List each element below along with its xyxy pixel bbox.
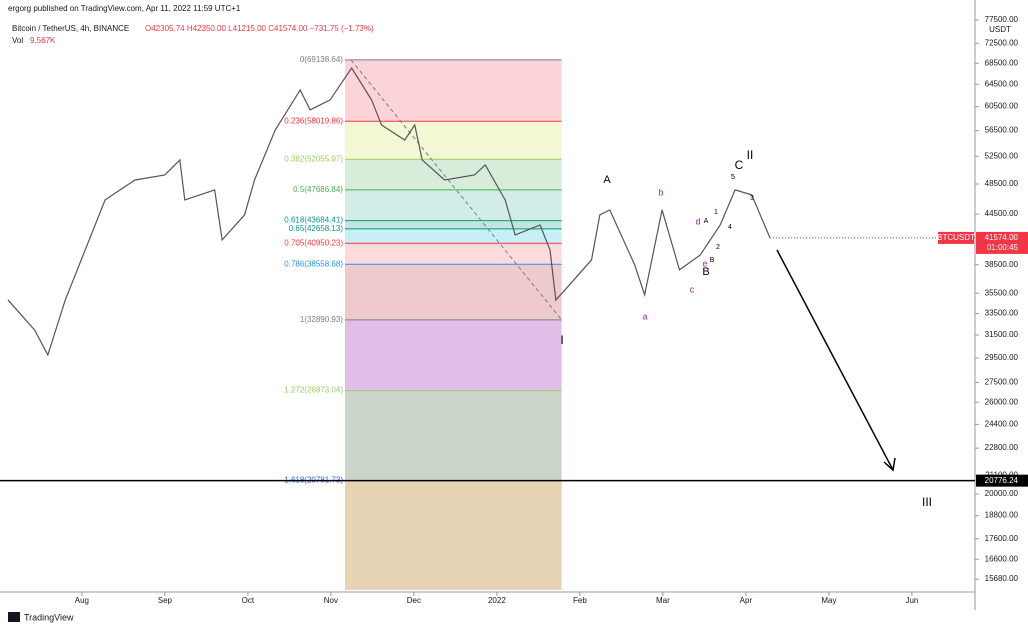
y-tick-label: 27500.00 [985, 378, 1019, 387]
y-tick-label: 72500.00 [985, 38, 1019, 47]
y-tick-label: 26000.00 [985, 397, 1019, 406]
price-line [7, 66, 771, 357]
y-tick-label: 52500.00 [985, 151, 1019, 160]
fib-label: 0.618(43684.41) [284, 216, 343, 225]
fib-zone [344, 159, 562, 190]
y-tick-label: 56500.00 [985, 126, 1019, 135]
y-tick-label: 20000.00 [985, 489, 1019, 498]
brand: TradingView [24, 612, 74, 622]
wave-label: II [747, 148, 754, 162]
wave-label: B [710, 257, 715, 264]
x-tick-label: Dec [407, 596, 421, 605]
wave-label: B [702, 266, 709, 278]
y-tick-label: 33500.00 [985, 309, 1019, 318]
fib-zone [344, 59, 562, 122]
y-tick-label: 77500.00 [985, 15, 1019, 24]
wave-label: A [704, 218, 709, 225]
fib-label: 0.705(40950.23) [284, 238, 343, 247]
x-tick-label: Jun [905, 596, 918, 605]
countdown: 01:00:45 [987, 243, 1019, 252]
last-price-label: 41574.00 [985, 233, 1019, 242]
fib-zone [344, 264, 562, 320]
y-tick-label: 18800.00 [985, 511, 1019, 520]
fib-zone [344, 319, 562, 391]
x-tick-label: Aug [75, 596, 89, 605]
wave-label: b [658, 187, 663, 197]
fib-zone [344, 480, 562, 590]
x-tick-label: Feb [573, 596, 587, 605]
y-tick-label: 60500.00 [985, 102, 1019, 111]
y-tick-label: 22800.00 [985, 443, 1019, 452]
fib-label: 1(32890.93) [300, 315, 343, 324]
wave-label: 4 [728, 224, 732, 231]
fib-retracement: 0(69138.64) 0.236(58019.86) 0.382(52055.97… [284, 55, 562, 590]
ohlc: O42305.74 H42350.00 L41215.00 C41574.00 … [145, 24, 374, 33]
projection-arrow [776, 249, 894, 471]
hline-badge [976, 474, 1028, 487]
fib-zone [344, 390, 562, 481]
x-tick-label: Nov [324, 596, 338, 605]
wave-label: 3 [750, 195, 754, 202]
fib-zone [344, 243, 562, 265]
wave-label: C [735, 158, 744, 172]
wave-label: I [560, 333, 563, 347]
x-tick-label: Apr [740, 596, 753, 605]
wave-label: a [642, 311, 647, 321]
currency: USDT [989, 25, 1011, 34]
wave-label: 5 [731, 174, 735, 181]
fib-label: 1.272(26873.04) [284, 386, 343, 395]
fib-label: 0(69138.64) [300, 55, 343, 64]
fib-zone [344, 228, 562, 244]
symbol-badge [938, 231, 974, 244]
fib-zone [344, 220, 562, 229]
y-tick-label: 38500.00 [985, 260, 1019, 269]
wave-label: d [695, 216, 700, 226]
published: ergorg published on TradingView.com, Apr… [8, 4, 241, 13]
last-price-badge [976, 231, 1028, 254]
fib-label: 0.65(42658.13) [289, 224, 344, 233]
volume-label: Vol [12, 36, 23, 45]
x-tick-label: 2022 [488, 596, 506, 605]
x-tick-label: Sep [158, 596, 173, 605]
arrow-head [883, 457, 896, 472]
wave-label: A [603, 174, 611, 186]
y-tick-label: 29500.00 [985, 353, 1019, 362]
symbol-label: BTCUSDT [937, 233, 975, 242]
y-tick-label: 17600.00 [985, 534, 1019, 543]
y-tick-label: 44500.00 [985, 209, 1019, 218]
y-tick-label: 16600.00 [985, 554, 1019, 563]
fib-label: 0.786(38558.68) [284, 259, 343, 268]
wave-label: III [922, 495, 932, 509]
fib-label: 0.5(47686.84) [293, 185, 343, 194]
wave-label: e [702, 258, 707, 268]
fib-zone [344, 121, 562, 160]
symbol: Bitcoin / TetherUS, 4h, BINANCE [12, 24, 129, 33]
y-tick-label: 35500.00 [985, 288, 1019, 297]
wave-label: 2 [716, 244, 720, 251]
fib-zone [344, 189, 562, 221]
x-tick-label: Mar [656, 596, 670, 605]
y-tick-label: 31500.00 [985, 330, 1019, 339]
y-tick-label: 24400.00 [985, 419, 1019, 428]
x-tick-label: Oct [242, 596, 255, 605]
fib-label: 0.382(52055.97) [284, 154, 343, 163]
hline-label: 20776.24 [985, 476, 1019, 485]
fib-label: 0.236(58019.86) [284, 116, 343, 125]
logo [8, 612, 20, 622]
wave-label: c [690, 284, 695, 294]
y-tick-label: 48500.00 [985, 179, 1019, 188]
wave-label: 1 [714, 209, 718, 216]
x-tick-label: May [821, 596, 836, 605]
y-tick-label: 15680.00 [985, 574, 1019, 583]
y-tick-label: 64500.00 [985, 79, 1019, 88]
volume-value: 9.567K [30, 36, 56, 45]
y-tick-label: 68500.00 [985, 58, 1019, 67]
